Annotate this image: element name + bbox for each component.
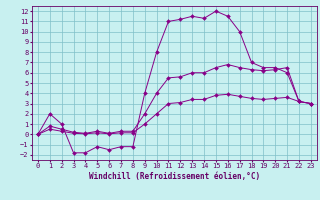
X-axis label: Windchill (Refroidissement éolien,°C): Windchill (Refroidissement éolien,°C) [89,172,260,181]
